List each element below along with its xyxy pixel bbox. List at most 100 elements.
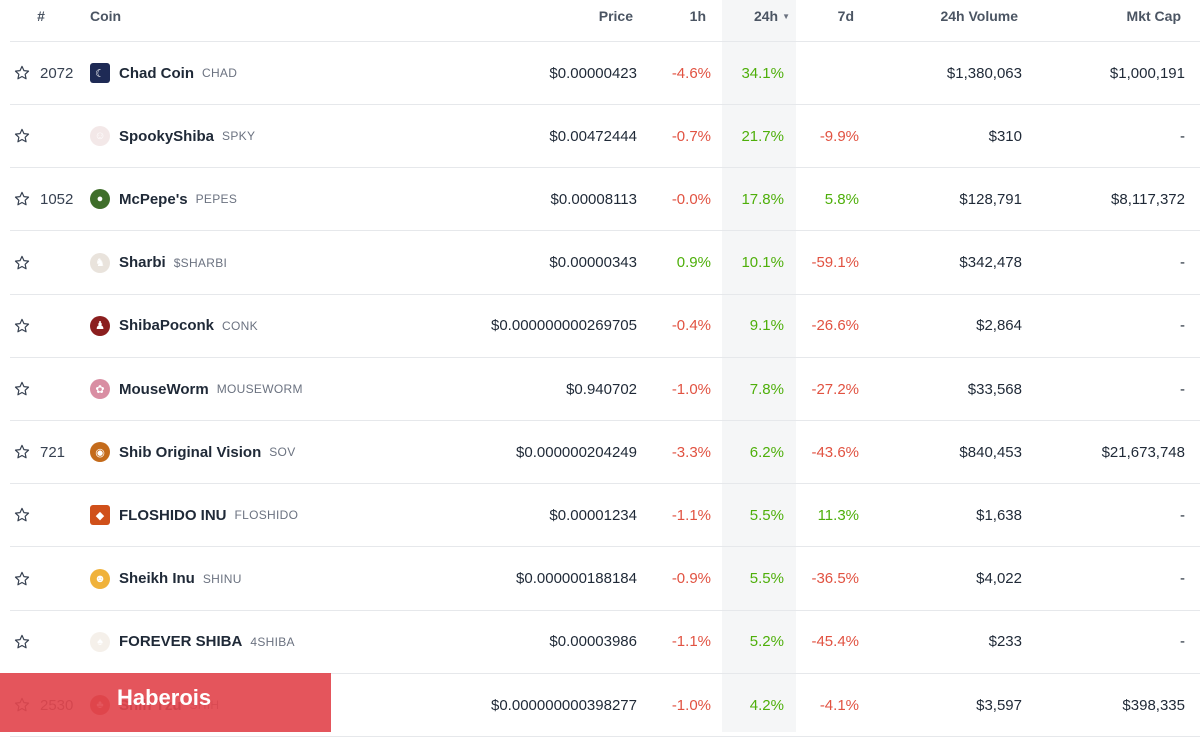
watchlist-star-icon[interactable] (10, 358, 34, 420)
volume-24h: $1,380,063 (946, 64, 1022, 82)
volume-24h: $342,478 (959, 254, 1022, 272)
coin-link[interactable]: ● McPepe's PEPES (90, 168, 237, 230)
watchlist-star-icon[interactable] (10, 548, 34, 610)
change-24h: 7.8% (749, 380, 784, 398)
coin-logo-icon: ✿ (90, 379, 110, 399)
coin-rank: 1052 (40, 190, 74, 208)
coin-link[interactable]: ◆ FLOSHIDO INU FLOSHIDO (90, 484, 298, 546)
coin-symbol: $SHARBI (173, 255, 228, 270)
coin-link[interactable]: ✿ MouseWorm MOUSEWORM (90, 358, 303, 420)
market-cap: - (1180, 254, 1185, 272)
volume-24h: $2,864 (976, 317, 1022, 335)
volume-24h: $128,791 (959, 190, 1022, 208)
table-row[interactable]: ☺ SpookyShiba SPKY $0.00472444 -0.7% 21.7% -9.… (10, 105, 1200, 169)
coin-name: Sharbi (119, 254, 166, 272)
coin-rank (40, 358, 80, 420)
coin-logo-icon: ♠ (90, 631, 110, 652)
coin-symbol: PEPES (195, 192, 238, 207)
volume-24h: $1,638 (976, 506, 1022, 524)
change-1h: -0.7% (671, 127, 711, 145)
table-header: # Coin Price 1h 24h ▼ 7d 24h Volume Mkt … (10, 0, 1200, 42)
table-row[interactable]: ✿ MouseWorm MOUSEWORM $0.940702 -1.0% 7.8% -27… (10, 358, 1200, 421)
change-24h: 10.1% (741, 254, 784, 272)
24h-header[interactable]: 24h ▼ (754, 0, 790, 32)
1h-header[interactable]: 1h (689, 8, 706, 24)
change-7d: 11.3% (817, 506, 859, 524)
market-cap: - (1180, 317, 1185, 335)
change-7d: -4.1% (819, 696, 859, 714)
coin-logo-icon: ☺ (90, 126, 110, 147)
change-24h: 5.5% (749, 506, 784, 524)
table-row[interactable]: 721 ◉ Shib Original Vision SOV $0.0000002042… (10, 421, 1200, 485)
coin-price: $0.00000343 (549, 254, 637, 272)
coin-logo-icon: ☾ (90, 63, 110, 83)
change-1h: -0.0% (671, 190, 711, 208)
table-row[interactable]: 2072 ☾ Chad Coin CHAD $0.00000423 -4.6% 34.1% $… (10, 42, 1200, 105)
table-row[interactable]: ♞ Sharbi $SHARBI $0.00000343 0.9% 10.1% -59.1%… (10, 232, 1200, 295)
coin-symbol: SPKY (222, 129, 256, 144)
coin-logo-icon: ♟ (90, 315, 110, 336)
change-24h: 9.1% (749, 317, 784, 335)
market-cap: - (1180, 570, 1185, 588)
coin-name: SpookyShiba (119, 127, 215, 145)
change-24h: 5.5% (749, 570, 784, 588)
market-cap: - (1180, 633, 1185, 651)
rank-header[interactable]: # (37, 8, 45, 24)
table-row[interactable]: ♟ ShibaPoconk CONK $0.000000000269705 -0.4% 9… (10, 295, 1200, 358)
coin-symbol: CHAD (202, 66, 238, 80)
change-1h: -3.3% (671, 443, 711, 461)
market-cap-header[interactable]: Mkt Cap (1126, 8, 1181, 24)
change-7d: -9.9% (819, 127, 859, 145)
coin-link[interactable]: ☻ Sheikh Inu SHINU (90, 548, 242, 610)
coin-link[interactable]: ☺ SpookyShiba SPKY (90, 105, 255, 167)
change-7d: -36.5% (811, 570, 859, 588)
coin-symbol: SOV (269, 445, 296, 460)
coin-link[interactable]: ♞ Sharbi $SHARBI (90, 232, 227, 294)
coin-price: $0.00000423 (549, 64, 637, 82)
watchlist-star-icon[interactable] (10, 611, 34, 673)
coin-rank (40, 105, 80, 167)
coin-price: $0.000000204249 (516, 443, 637, 461)
coin-link[interactable]: ♟ ShibaPoconk CONK (90, 295, 258, 357)
watchlist-star-icon[interactable] (10, 232, 34, 294)
volume-24h: $3,597 (976, 696, 1022, 714)
7d-header[interactable]: 7d (837, 8, 854, 24)
table-row[interactable]: 1052 ● McPepe's PEPES $0.00008113 -0.0% 17.8% 5… (10, 168, 1200, 232)
volume-24h: $33,568 (967, 380, 1022, 398)
watchlist-star-icon[interactable] (10, 105, 34, 167)
coin-link[interactable]: ♠ FOREVER SHIBA 4SHIBA (90, 611, 295, 673)
table-row[interactable]: ♠ FOREVER SHIBA 4SHIBA $0.00003986 -1.1% 5.2%… (10, 611, 1200, 674)
coin-link[interactable]: ◉ Shib Original Vision SOV (90, 421, 296, 483)
change-24h: 21.7% (741, 127, 784, 145)
volume-header[interactable]: 24h Volume (940, 8, 1018, 24)
coin-symbol: 4SHIBA (250, 634, 295, 649)
coin-name: FLOSHIDO INU (119, 506, 227, 524)
change-7d: -43.6% (811, 443, 859, 461)
watermark-text: Haberois (117, 685, 212, 710)
coin-header[interactable]: Coin (90, 8, 122, 24)
coin-logo-icon: ◉ (90, 442, 110, 463)
market-cap: $8,117,372 (1111, 190, 1185, 208)
coin-rank: 2072 (40, 64, 74, 82)
market-cap: - (1180, 506, 1185, 524)
watchlist-star-icon[interactable] (10, 421, 34, 483)
change-7d: 5.8% (824, 190, 859, 208)
coin-symbol: CONK (222, 318, 258, 333)
coin-logo-icon: ◆ (90, 505, 110, 526)
watchlist-star-icon[interactable] (10, 484, 34, 546)
change-24h: 5.2% (749, 633, 784, 651)
coin-name: MouseWorm (119, 380, 209, 398)
table-row[interactable]: ◆ FLOSHIDO INU FLOSHIDO $0.00001234 -1.1% 5.5… (10, 484, 1200, 548)
coin-logo-icon: ♞ (90, 252, 110, 273)
change-7d: -59.1% (811, 254, 859, 272)
watchlist-star-icon[interactable] (10, 168, 34, 230)
table-row[interactable]: ☻ Sheikh Inu SHINU $0.000000188184 -0.9% 5.5%… (10, 548, 1200, 611)
watchlist-star-icon[interactable] (10, 42, 34, 104)
coin-price: $0.000000000269705 (491, 317, 637, 335)
coin-link[interactable]: ☾ Chad Coin CHAD (90, 42, 237, 104)
change-1h: -4.6% (671, 64, 711, 82)
change-1h: -0.9% (671, 570, 711, 588)
price-header[interactable]: Price (598, 8, 633, 24)
watchlist-star-icon[interactable] (10, 295, 34, 357)
coin-price: $0.00008113 (550, 190, 637, 208)
